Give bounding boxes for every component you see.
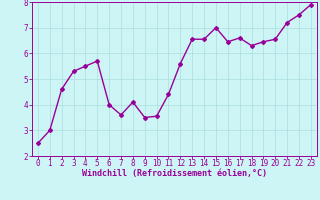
X-axis label: Windchill (Refroidissement éolien,°C): Windchill (Refroidissement éolien,°C) xyxy=(82,169,267,178)
